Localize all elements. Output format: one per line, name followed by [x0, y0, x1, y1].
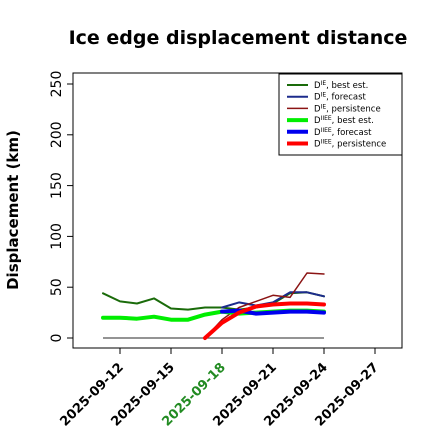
y-tick-label: 100: [49, 223, 65, 250]
plot-frame: [72, 72, 403, 349]
y-tick-label: 0: [49, 334, 65, 343]
chart-title: Ice edge displacement distance: [69, 27, 408, 49]
legend-entry-label: DIE, best est.: [314, 80, 368, 92]
y-tick-label: 200: [49, 121, 65, 148]
series-line-2: [221, 291, 325, 309]
y-tick-label: 250: [49, 71, 65, 98]
series-line-6: [203, 301, 326, 340]
series-lines: [101, 272, 326, 340]
y-axis-label: Displacement (km): [4, 130, 22, 290]
y-axis: 0 50 100 150 200 250: [49, 71, 73, 343]
legend-entry-label: DIE, forecast: [314, 91, 367, 103]
series-line-3: [204, 272, 325, 339]
legend-entry-label: DIIEE, forecast: [314, 126, 372, 138]
legend-entry-label: DIE, persistence: [314, 103, 381, 115]
y-tick-label: 50: [49, 278, 65, 296]
legend-entry-label: DIIEE, best est.: [314, 115, 374, 127]
x-axis: 2025-09-122025-09-152025-09-182025-09-21…: [57, 348, 382, 430]
y-tick-label: 150: [49, 172, 65, 199]
legend-entry-label: DIIEE, persistence: [314, 138, 386, 150]
